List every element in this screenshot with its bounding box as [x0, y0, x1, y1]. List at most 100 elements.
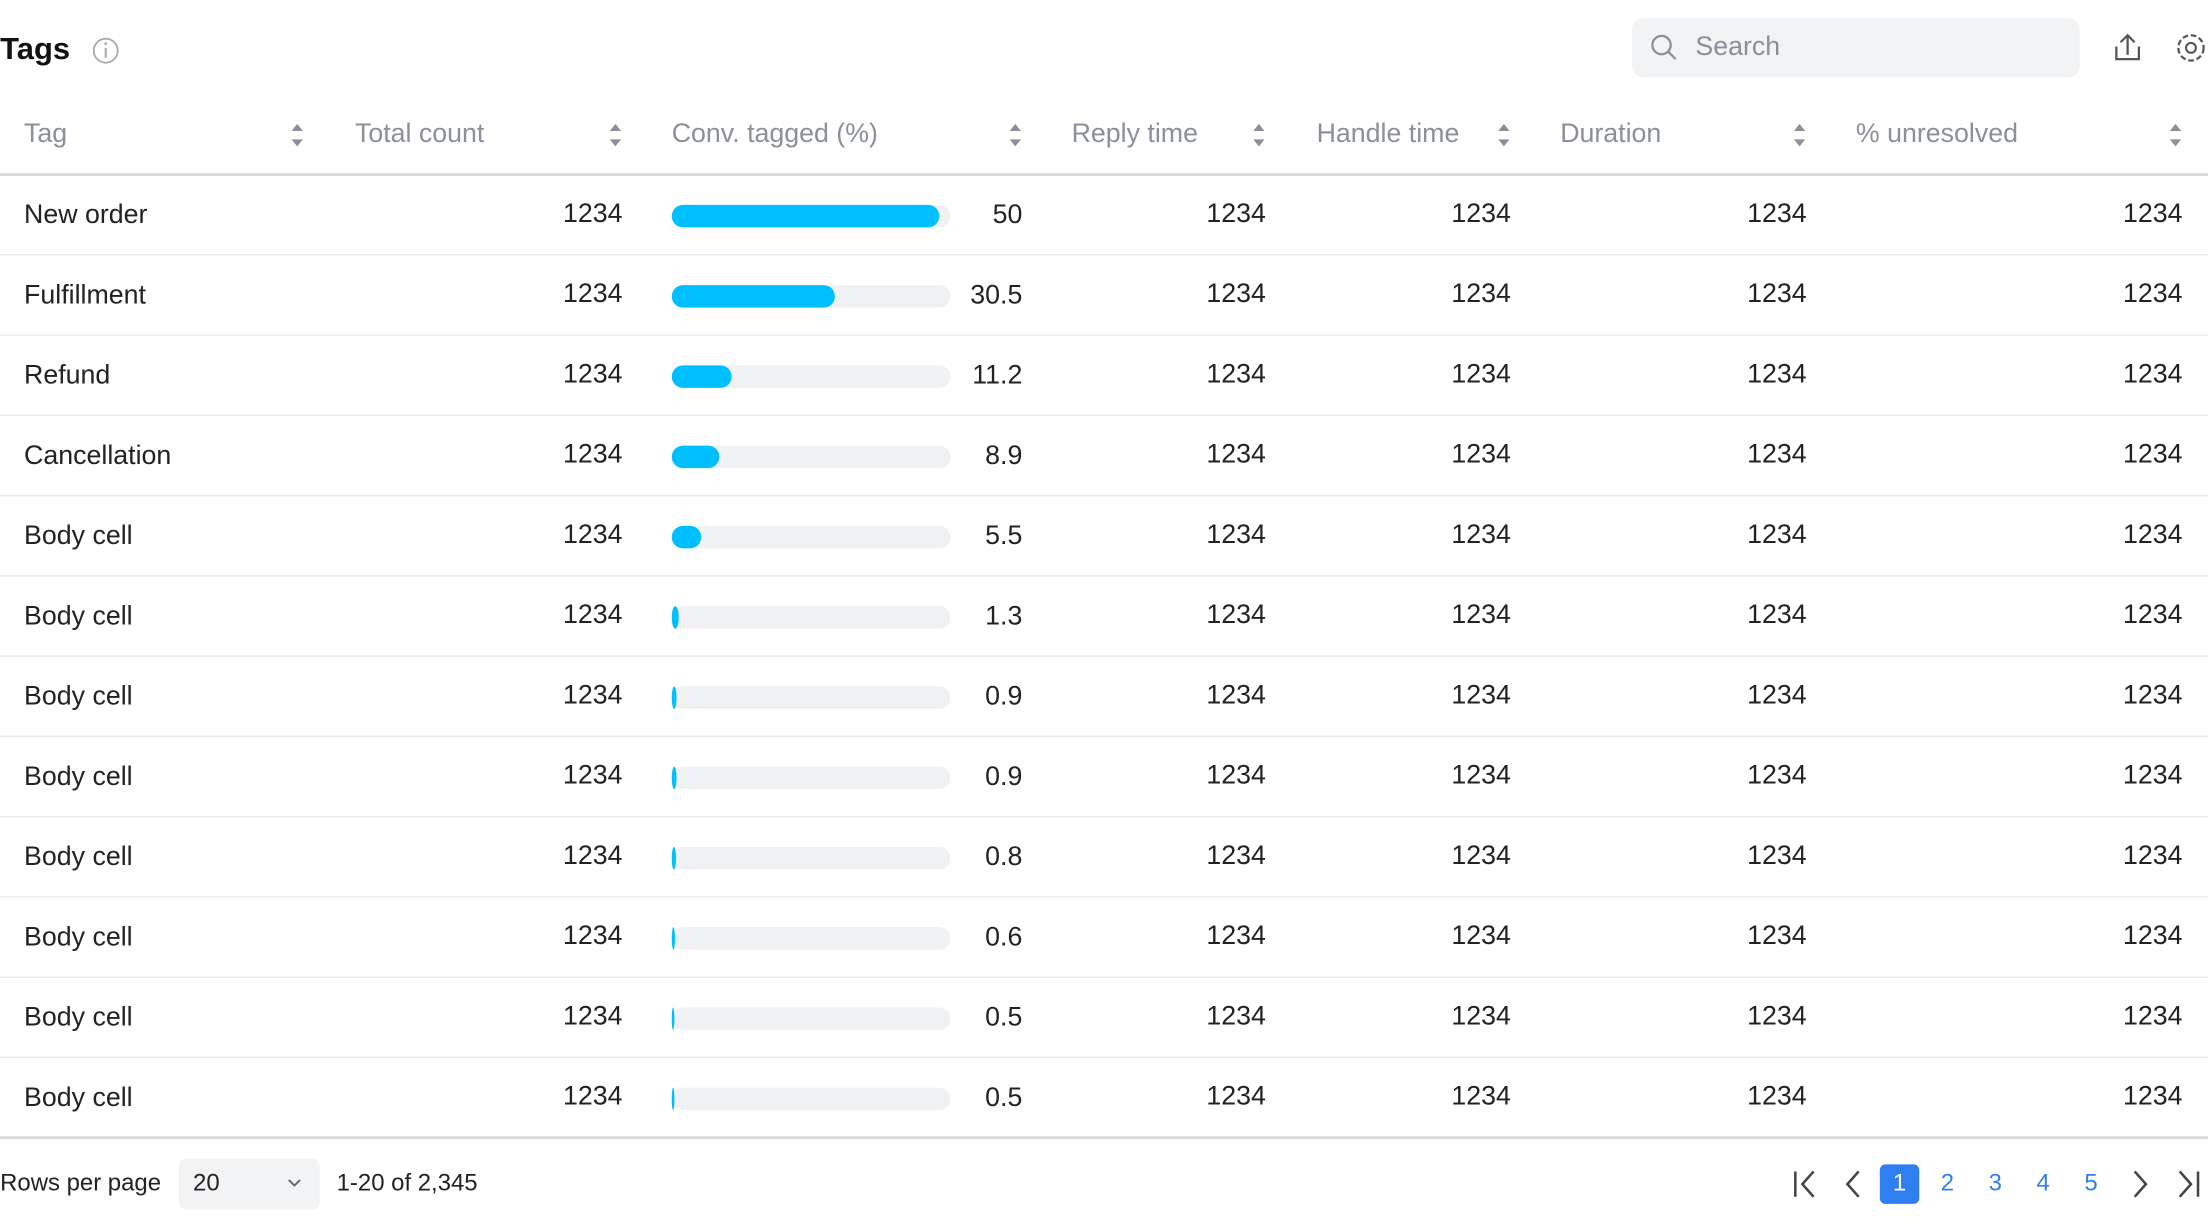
sort-icon[interactable]: [609, 123, 622, 147]
percent-value: 0.6: [985, 921, 1022, 951]
column-header[interactable]: % unresolved: [1856, 118, 2018, 148]
cell-value: 1234: [1451, 760, 1511, 790]
rows-per-page-value: 20: [193, 1169, 220, 1196]
cell-value: 1234: [1451, 198, 1511, 228]
search-box[interactable]: [1632, 18, 2080, 78]
export-button[interactable]: [2115, 33, 2141, 61]
column-header[interactable]: Tag: [24, 118, 67, 148]
tag-name: Body cell: [24, 841, 133, 871]
cell-value: 1234: [1747, 278, 1807, 308]
cell-value: 1234: [563, 519, 623, 549]
cell-value: 1234: [1747, 198, 1807, 228]
tag-name: Body cell: [24, 1082, 133, 1112]
cell-value: 1234: [2123, 840, 2183, 870]
page-button[interactable]: 4: [2036, 1169, 2049, 1196]
rows-per-page-select[interactable]: [178, 1158, 320, 1210]
tag-name: Body cell: [24, 761, 133, 791]
cell-value: 1234: [1206, 1000, 1266, 1030]
cell-value: 1234: [563, 679, 623, 709]
bar-fill: [671, 846, 677, 870]
cell-value: 1234: [1206, 278, 1266, 308]
cell-value: 1234: [1451, 679, 1511, 709]
cell-value: 1234: [1206, 1081, 1266, 1111]
column-header[interactable]: Duration: [1560, 118, 1661, 148]
cell-value: 1234: [1451, 519, 1511, 549]
cell-value: 1234: [2123, 278, 2183, 308]
percent-value: 0.5: [985, 1082, 1022, 1112]
cell-value: 1234: [2123, 439, 2183, 469]
bar-fill: [671, 606, 679, 629]
bar-fill: [671, 285, 835, 308]
bar-track: [671, 766, 951, 790]
cell-value: 1234: [1451, 1081, 1511, 1111]
cell-value: 1234: [1206, 599, 1266, 629]
bar-fill: [671, 525, 702, 549]
search-icon-handle: [1667, 51, 1677, 60]
cell-value: 1234: [1747, 760, 1807, 790]
sort-icon[interactable]: [1793, 123, 1806, 147]
cell-value: 1234: [1451, 1000, 1511, 1030]
tag-name: Refund: [24, 360, 110, 390]
current-page-highlight: [1879, 1164, 1920, 1204]
page-button[interactable]: 1: [1893, 1169, 1906, 1196]
sort-icon[interactable]: [1009, 123, 1021, 147]
cell-value: 1234: [1451, 358, 1511, 388]
sort-icon[interactable]: [2169, 123, 2182, 147]
info-icon-dot: [104, 42, 108, 46]
cell-value: 1234: [2123, 920, 2183, 950]
cell-value: 1234: [563, 198, 623, 228]
percent-value: 30.5: [970, 279, 1022, 309]
cell-value: 1234: [1747, 920, 1807, 950]
bar-fill: [671, 445, 720, 469]
cell-value: 1234: [1206, 358, 1266, 388]
bar-fill: [671, 365, 732, 388]
cell-value: 1234: [1747, 439, 1807, 469]
percent-value: 5.5: [985, 520, 1022, 550]
bar-track: [671, 365, 951, 388]
bar-track: [671, 686, 951, 709]
cell-value: 1234: [1206, 198, 1266, 228]
bar-track: [671, 606, 951, 629]
sort-icon[interactable]: [291, 123, 303, 147]
cell-value: 1234: [1451, 840, 1511, 870]
first-page-button[interactable]: [1794, 1170, 1815, 1198]
percent-value: 1.3: [985, 600, 1022, 630]
cell-value: 1234: [1206, 840, 1266, 870]
page-button[interactable]: 3: [1989, 1169, 2002, 1196]
tag-name: Cancellation: [24, 440, 171, 470]
bar-fill: [671, 927, 675, 950]
page-title: Tags: [0, 31, 70, 66]
cell-value: 1234: [1747, 840, 1807, 870]
column-header[interactable]: Handle time: [1317, 118, 1460, 148]
percent-value: 0.9: [985, 761, 1022, 791]
info-icon[interactable]: [92, 37, 119, 64]
bar-fill: [671, 204, 940, 228]
sort-icon[interactable]: [1498, 123, 1510, 147]
column-header[interactable]: Total count: [355, 118, 485, 148]
last-page-button[interactable]: [2178, 1170, 2200, 1198]
sort-icon[interactable]: [1253, 123, 1265, 147]
cell-value: 1234: [1747, 358, 1807, 388]
page-button[interactable]: 2: [1941, 1169, 1954, 1196]
percent-value: 8.9: [985, 440, 1022, 470]
settings-button[interactable]: [2177, 34, 2205, 62]
cell-value: 1234: [1747, 1081, 1807, 1111]
bar-fill: [671, 686, 677, 709]
column-header[interactable]: Conv. tagged (%): [672, 118, 878, 148]
tag-name: New order: [24, 199, 147, 229]
bar-track: [671, 1087, 951, 1111]
cell-value: 1234: [1451, 599, 1511, 629]
bar-track: [671, 927, 951, 950]
column-header[interactable]: Reply time: [1072, 118, 1198, 148]
settings-button-center: [2184, 41, 2197, 54]
page-button[interactable]: 5: [2084, 1169, 2097, 1196]
cell-value: 1234: [2123, 679, 2183, 709]
bar-track: [671, 846, 951, 870]
cell-value: 1234: [1747, 599, 1807, 629]
tag-name: Body cell: [24, 600, 133, 630]
percent-value: 0.5: [985, 1002, 1022, 1032]
cell-value: 1234: [2123, 358, 2183, 388]
next-page-button[interactable]: [2133, 1170, 2148, 1198]
prev-page-button[interactable]: [1845, 1170, 1860, 1198]
cell-value: 1234: [563, 358, 623, 388]
